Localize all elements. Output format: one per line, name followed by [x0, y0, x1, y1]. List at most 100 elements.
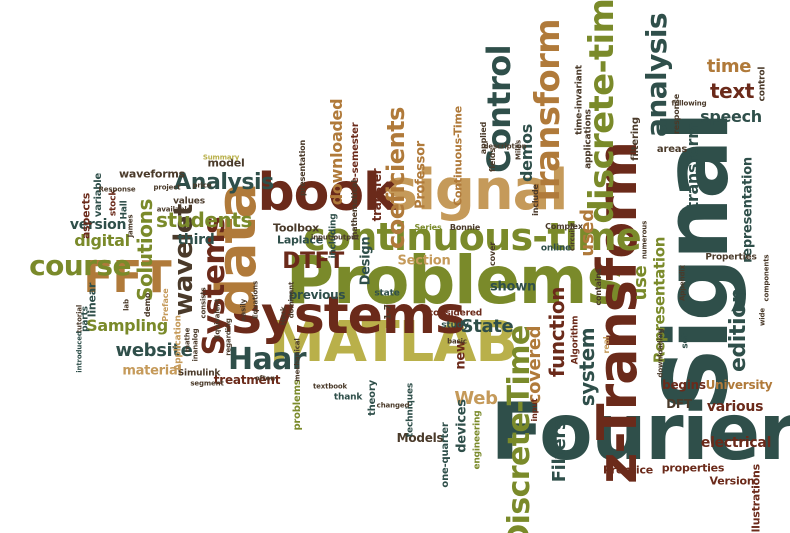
word-theory: theory: [367, 380, 378, 416]
word-matlab: MATLAB: [269, 310, 518, 375]
word-covered: covered: [524, 325, 545, 405]
word-used: used: [577, 209, 598, 257]
word-include: include: [531, 184, 540, 216]
word-properties-cap: Properties: [705, 252, 757, 263]
word-equations: Equations: [251, 281, 260, 319]
word-simulink: Simulink: [177, 368, 221, 379]
word-state-lower: state: [374, 288, 400, 299]
word-summary: Summary: [202, 153, 240, 162]
word-digital: digital: [74, 231, 130, 250]
word-basic: basic: [447, 337, 467, 346]
word-university: University: [705, 378, 773, 392]
word-transform-small: transform: [683, 122, 702, 210]
word-speech: speech: [700, 107, 762, 126]
word-book: book: [257, 163, 397, 223]
word-heck: Heck: [279, 306, 288, 326]
word-treatment: treatment: [213, 373, 281, 387]
word-components: components: [762, 254, 771, 302]
word-downloaded: downloaded: [327, 98, 346, 206]
word-set: set: [680, 333, 691, 349]
word-systems: systems: [231, 286, 466, 346]
word-filters: Filters: [549, 419, 570, 483]
word-description: description: [483, 142, 527, 151]
word-dft: DFT: [666, 397, 692, 411]
word-engineering: engineering: [472, 410, 483, 470]
word-tutorial: tutorial: [75, 304, 84, 334]
word-continuous-time: continuous-time: [303, 215, 641, 259]
word-stock: stock: [108, 189, 119, 217]
word-section: Section: [397, 253, 451, 269]
word-prentice: Prentice: [602, 463, 654, 477]
word-text: text: [710, 79, 754, 103]
word-study: study: [441, 320, 469, 331]
word-preface: Preface: [161, 288, 170, 322]
word-regarding: regarding: [224, 318, 233, 356]
word-toolbox: Toolbox: [273, 221, 319, 235]
word-changed: changed: [376, 401, 410, 410]
word-continuous-time-cap: Continuous-Time: [451, 106, 465, 206]
word-shown: shown: [490, 279, 536, 295]
word-1-7: 1-7: [383, 304, 394, 320]
word-following: following: [671, 99, 707, 108]
word-demo: demo: [143, 292, 152, 318]
word-mathe: mathe: [183, 327, 192, 353]
word-properties: properties: [661, 461, 725, 475]
word-problems: Problems: [285, 242, 626, 319]
word-available: available: [156, 205, 192, 214]
word-various: various: [706, 399, 764, 415]
word-inanalog: inanalog: [191, 328, 200, 362]
word-website: website: [115, 340, 193, 361]
word-appendix: Appendix: [678, 265, 687, 301]
word-devices: devices: [454, 399, 470, 453]
word-version: Version: [709, 474, 755, 488]
word-fourier: Fourier: [490, 388, 790, 478]
word-circuits: circuits: [568, 223, 577, 251]
word-james: James: [126, 214, 135, 238]
word-sampling: Sampling: [86, 316, 168, 335]
word-coeficients: coeficients: [382, 107, 410, 249]
word-web: Web: [454, 388, 498, 409]
word-contains: contains: [594, 268, 603, 306]
word-begins: begins: [662, 378, 706, 392]
word-models: Models: [396, 431, 444, 445]
word-third: third: [177, 232, 215, 248]
word-algorithm: Algorithm: [570, 315, 581, 365]
word-lab: lab: [122, 299, 131, 311]
word-version-lower: version: [69, 217, 127, 233]
word-variable: variable: [93, 172, 104, 218]
word-signal: signal: [384, 158, 569, 223]
word-application: Application: [173, 315, 184, 371]
word-input-output: input/output: [310, 233, 360, 242]
word-consists: consists: [199, 287, 208, 319]
word-course: course: [29, 249, 131, 282]
word-use: use: [630, 265, 651, 301]
word-presentation: presentation: [298, 139, 307, 197]
word-real: real: [602, 336, 611, 354]
word-textbook: textbook: [312, 382, 348, 391]
word-input: input: [530, 398, 539, 422]
word-series: Series: [414, 223, 442, 232]
word-miles: Miles: [514, 140, 523, 160]
word-equivalent: Equivalent: [213, 298, 222, 340]
word-price: price: [192, 181, 212, 190]
word-analysis-capital: Analysis: [174, 170, 274, 195]
word-response-cap: Response: [98, 185, 136, 194]
word-waveforms: waveforms: [118, 167, 186, 181]
word-numerous: numerous: [640, 220, 649, 260]
word-filtering: filtering: [630, 117, 641, 161]
word-previous: previous: [288, 288, 346, 302]
word-values: values: [173, 196, 205, 207]
word-bonnie: Bonnie: [449, 223, 481, 232]
word-mechanical: mechanical: [293, 338, 302, 382]
word-techniques: techniques: [405, 382, 416, 438]
word-fields: fields: [488, 148, 497, 172]
word-downloading: downloading: [656, 328, 665, 378]
word-complex: Complex: [545, 222, 583, 231]
word-project: project: [153, 183, 181, 192]
word-easily: easily: [239, 298, 248, 322]
word-material: material: [122, 363, 182, 379]
word-considered: considered: [427, 308, 483, 319]
word-students: students: [155, 208, 253, 232]
word-design: Design: [358, 236, 374, 286]
